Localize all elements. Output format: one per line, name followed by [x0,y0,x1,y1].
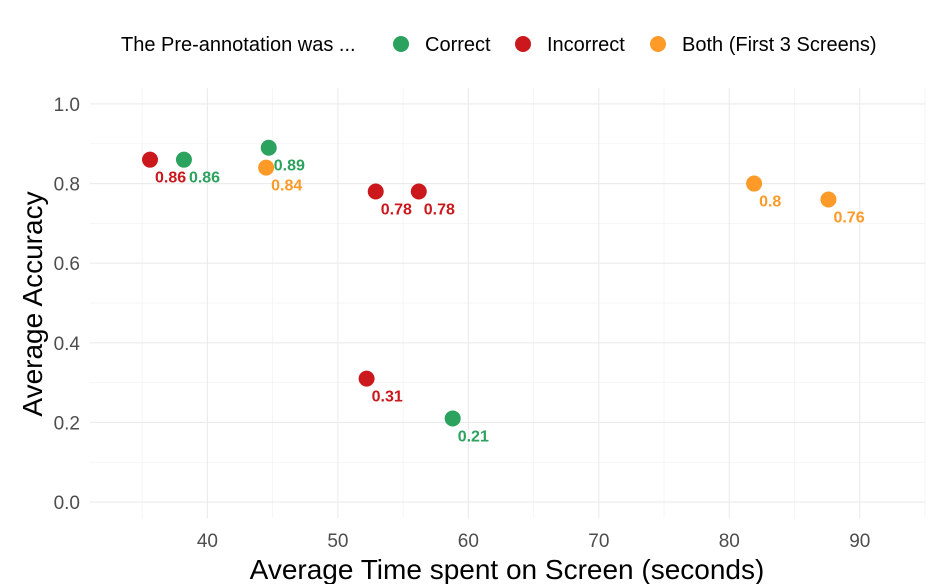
legend-key [650,36,666,52]
legend-entry: Correct [393,34,491,56]
data-label: 0.78 [424,202,455,219]
data-point [258,159,275,176]
data-point [175,151,192,168]
data-label: 0.8 [759,194,781,211]
data-label: 0.86 [189,170,220,187]
y-tick-label: 0.0 [54,493,80,514]
legend-label: Incorrect [547,34,625,56]
legend-key [393,36,409,52]
data-label: 0.21 [458,428,489,445]
y-tick-label: 0.4 [54,334,81,355]
data-label: 0.86 [155,170,186,187]
x-axis-ticks: 40 50 60 70 80 90 [197,531,870,552]
data-point [746,175,763,192]
data-point [358,370,375,387]
data-labels: 0.86 0.89 0.21 0.86 0.78 0.78 0.31 0.84 0.8 0.76 [155,158,865,446]
data-point [410,183,427,200]
x-tick-label: 40 [197,531,218,552]
data-label: 0.84 [271,178,302,195]
y-tick-label: 1.0 [54,95,80,116]
x-axis-title: Average Time spent on Screen (seconds) [250,554,765,584]
legend-key [515,36,531,52]
legend-entry: Incorrect [515,34,625,56]
x-tick-label: 50 [327,531,348,552]
data-point [260,139,277,156]
data-point [444,410,461,427]
data-label: 0.89 [274,158,305,175]
legend-title: The Pre-annotation was ... [121,34,356,56]
y-axis-ticks: 0.0 0.2 0.4 0.6 0.8 1.0 [54,95,81,514]
data-label: 0.31 [372,389,403,406]
x-tick-label: 60 [458,531,479,552]
grid [90,88,926,518]
data-point [820,191,837,208]
y-tick-label: 0.2 [54,413,80,434]
x-tick-label: 70 [588,531,609,552]
data-label: 0.78 [381,202,412,219]
y-axis-title: Average Accuracy [17,191,48,416]
data-point [367,183,384,200]
x-tick-label: 80 [719,531,740,552]
legend-entry: Both (First 3 Screens) [650,34,877,56]
legend: The Pre-annotation was ... Correct Incorr… [121,34,877,56]
data-point [142,151,159,168]
legend-label: Correct [425,34,491,56]
data-points [142,139,837,427]
data-label: 0.76 [833,209,864,226]
y-tick-label: 0.8 [54,175,80,196]
y-tick-label: 0.6 [54,254,80,275]
x-tick-label: 90 [849,531,870,552]
legend-label: Both (First 3 Screens) [682,34,877,56]
